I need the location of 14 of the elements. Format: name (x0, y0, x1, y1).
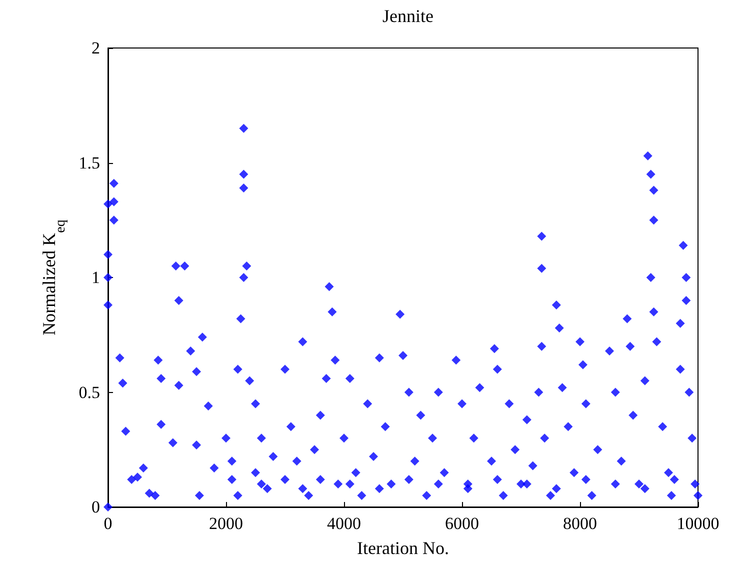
chart-title: Jennite (382, 6, 434, 26)
x-tick-label: 8000 (563, 514, 597, 533)
x-axis-title: Iteration No. (357, 538, 449, 558)
x-tick-label: 4000 (327, 514, 361, 533)
y-axis-title: Normalized Keq (38, 220, 68, 336)
y-tick-label: 1 (92, 268, 100, 287)
x-tick-label: 10000 (676, 514, 720, 533)
x-tick-label: 2000 (209, 514, 243, 533)
y-tick-label: 0 (92, 498, 100, 516)
x-tick-label: 0 (104, 514, 112, 533)
y-tick-label: 1.5 (78, 153, 100, 172)
x-tick-label: 6000 (445, 514, 479, 533)
y-tick-label: 0.5 (78, 382, 100, 402)
y-tick-label: 2 (92, 38, 100, 58)
